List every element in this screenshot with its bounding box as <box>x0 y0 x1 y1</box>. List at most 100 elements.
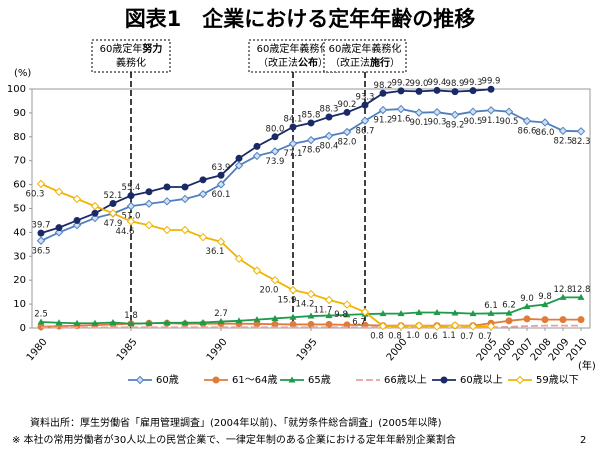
point <box>559 316 567 324</box>
point <box>217 318 225 325</box>
point <box>415 87 423 95</box>
point <box>487 85 495 93</box>
point <box>505 309 513 316</box>
point <box>324 295 334 305</box>
value-label: 98.9 <box>446 79 465 89</box>
point <box>198 232 208 242</box>
point <box>127 320 135 327</box>
point <box>216 237 226 246</box>
value-label: 60.1 <box>212 190 231 200</box>
point <box>234 254 244 263</box>
value-label: 98.2 <box>374 81 393 91</box>
value-label: 44.6 <box>116 227 135 237</box>
point <box>414 108 424 117</box>
point <box>325 312 333 319</box>
point <box>37 229 45 237</box>
y-tick-label: 50 <box>13 204 26 215</box>
value-label: 9.8 <box>334 310 348 320</box>
point <box>486 106 496 115</box>
value-label: 91.6 <box>392 115 411 125</box>
point <box>306 289 316 299</box>
point <box>253 142 261 150</box>
value-label: 90.2 <box>338 100 357 110</box>
y-tick-label: 100 <box>7 84 26 95</box>
y-tick-label: 20 <box>13 275 26 286</box>
value-label: 1.0 <box>406 331 420 341</box>
point <box>440 376 448 384</box>
legend-label: 61～64歳 <box>232 374 277 386</box>
value-label: 99.3 <box>464 78 483 88</box>
value-label: 99.0 <box>410 79 429 89</box>
x-tick-label: 2010 <box>565 337 590 364</box>
point <box>271 314 279 321</box>
annotation-segment: （改正法 <box>258 56 298 69</box>
point <box>234 161 244 170</box>
point <box>162 225 172 235</box>
annotation-segment: 施行 <box>370 56 390 69</box>
series: 60.3 44.6 36.1 20.015.9 14.211.7 9.8 6.7 0.8 0.8… <box>26 179 496 342</box>
point <box>432 107 442 117</box>
point <box>559 293 567 300</box>
page-number: 2 <box>580 435 586 446</box>
point <box>397 310 405 317</box>
value-label: 0.7 <box>478 332 492 342</box>
point <box>515 375 525 385</box>
point <box>541 316 549 324</box>
value-label: 36.1 <box>206 247 225 257</box>
point <box>487 309 495 316</box>
point <box>55 224 63 232</box>
point <box>126 217 136 226</box>
point <box>342 127 352 137</box>
point <box>379 310 387 317</box>
point <box>577 316 585 324</box>
point <box>415 308 423 315</box>
x-tick-label: 1990 <box>205 337 230 364</box>
point <box>468 322 478 331</box>
value-label: 47.9 <box>104 219 123 229</box>
point <box>217 171 225 179</box>
point <box>37 318 45 325</box>
value-label: 77.1 <box>284 149 303 159</box>
point <box>451 309 459 316</box>
point <box>127 192 135 200</box>
note: ※ 本社の常用労働者が30人以上の民営企業で、一律定年制のある企業における定年年… <box>12 433 456 446</box>
value-label: 90.3 <box>428 118 447 128</box>
point <box>540 118 550 127</box>
point <box>432 322 442 331</box>
value-label: 6.1 <box>484 301 498 311</box>
point <box>397 87 405 95</box>
value-label: 0.7 <box>460 332 474 342</box>
value-label: 0.8 <box>388 332 402 342</box>
point <box>36 179 46 189</box>
y-tick-label: 40 <box>13 227 26 238</box>
point <box>289 123 297 131</box>
point <box>252 266 262 275</box>
point <box>433 308 441 315</box>
point <box>576 127 586 136</box>
point <box>379 89 387 97</box>
point <box>180 194 190 204</box>
point <box>450 321 460 330</box>
point <box>162 197 172 206</box>
annotation-text: （改正法公布） <box>258 56 328 69</box>
point <box>270 147 280 156</box>
point <box>199 176 207 184</box>
point <box>180 225 190 235</box>
value-label: 2.7 <box>214 309 228 319</box>
point <box>135 375 145 385</box>
point <box>163 183 171 191</box>
point <box>235 317 243 324</box>
point <box>199 319 207 326</box>
value-label: 14.2 <box>296 300 315 310</box>
point <box>91 209 99 217</box>
annotation-text: 60歳定年義務化 <box>257 42 330 55</box>
value-label: 9.0 <box>520 294 534 304</box>
point <box>271 133 279 141</box>
value-label: 80.4 <box>320 141 339 151</box>
point <box>288 376 296 383</box>
value-label: 39.7 <box>32 221 51 231</box>
point <box>360 307 370 317</box>
point <box>288 139 298 148</box>
point <box>378 321 388 331</box>
annotation-segment: ） <box>318 57 328 69</box>
